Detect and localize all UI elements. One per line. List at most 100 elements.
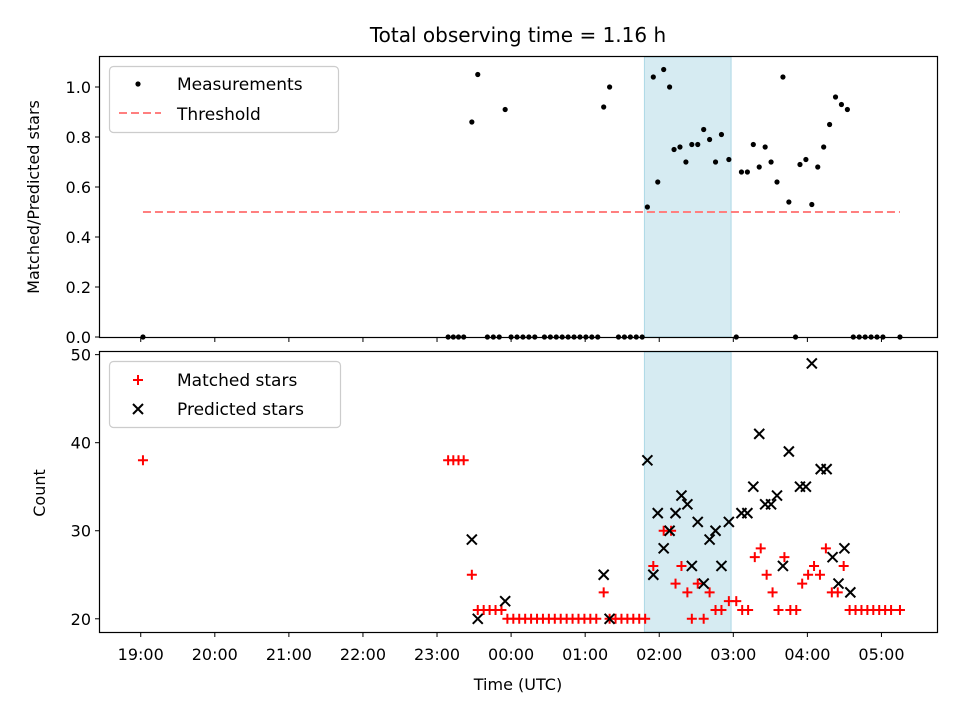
- bottom-panel: Count Time (UTC) 20 30 40 50 19:00 20:00 21:0…: [30, 346, 939, 694]
- measurement-point: [815, 164, 821, 170]
- predicted-star-point: [783, 445, 795, 458]
- x-tick-label: 00:00: [488, 645, 534, 664]
- matched-star-point: [716, 604, 727, 615]
- legend-predicted-label: Predicted stars: [177, 400, 304, 420]
- measurement-point: [744, 169, 750, 175]
- matched-star-point: [803, 569, 814, 580]
- legend-matched-marker: [133, 375, 143, 385]
- y-tick-label: 0.8: [66, 128, 91, 147]
- matched-star-point: [820, 543, 831, 554]
- x-tick-label: 05:00: [858, 645, 904, 664]
- y-tick-label: 50: [71, 346, 91, 365]
- predicted-stars-points: [466, 357, 857, 625]
- matched-star-point: [797, 578, 808, 589]
- top-legend-box: [108, 65, 340, 134]
- measurement-point: [738, 169, 745, 175]
- measurement-point: [712, 159, 719, 165]
- measurement-point: [707, 136, 713, 143]
- measurement-point: [475, 71, 481, 78]
- predicted-star-point: [472, 613, 484, 625]
- matched-star-point: [496, 604, 507, 615]
- top-legend: Measurements Threshold: [108, 65, 340, 134]
- predicted-star-point: [800, 481, 812, 493]
- measurement-point: [786, 199, 792, 205]
- y-tick-label: 1.0: [66, 78, 91, 97]
- y-tick-label: 30: [71, 522, 91, 541]
- highlight-span-rect: [643, 351, 732, 633]
- bottom-legend-box: [108, 360, 342, 429]
- matched-star-point: [670, 578, 681, 589]
- predicted-star-point: [838, 542, 851, 555]
- top-panel-frame: [98, 55, 939, 339]
- measurement-point: [601, 104, 607, 110]
- measurement-point: [844, 106, 850, 113]
- measurement-point: [695, 141, 701, 148]
- legend-predicted-marker: [132, 403, 144, 415]
- matched-star-point: [591, 613, 602, 624]
- predicted-star-point: [675, 489, 688, 502]
- matched-star-point: [676, 560, 687, 571]
- predicted-star-point: [777, 560, 789, 572]
- top-panel-title: Total observing time = 1.16 h: [369, 23, 666, 47]
- measurement-point: [756, 164, 762, 170]
- predicted-star-point: [826, 551, 839, 563]
- measurement-point: [832, 94, 839, 100]
- measurement-point: [797, 161, 803, 168]
- predicted-star-point: [753, 428, 765, 440]
- measurement-point: [821, 144, 827, 150]
- top-panel-ylabel: Matched/Predicted stars: [24, 100, 43, 294]
- matched-star-point: [458, 455, 469, 466]
- x-tick-label: 03:00: [710, 645, 756, 664]
- bottom-x-ticks: 19:00 20:00 21:00 22:00 23:00 00:00 01:00 02:00…: [118, 632, 905, 664]
- predicted-star-point: [723, 516, 735, 528]
- x-tick-label: 22:00: [340, 645, 386, 664]
- measurement-point: [718, 131, 725, 138]
- y-tick-label: 0.6: [66, 178, 91, 197]
- top-highlight-span: [643, 56, 732, 338]
- predicted-star-point: [806, 357, 818, 370]
- predicted-star-point: [681, 498, 694, 511]
- matched-star-point: [894, 604, 905, 615]
- predicted-star-point: [663, 525, 676, 537]
- predicted-star-point: [820, 463, 833, 475]
- measurement-point: [768, 159, 774, 165]
- measurement-point: [661, 66, 667, 73]
- predicted-star-point: [657, 542, 670, 555]
- y-tick-label: 40: [71, 434, 91, 453]
- measurement-point: [689, 141, 695, 148]
- predicted-star-point: [686, 560, 698, 572]
- measurement-point: [607, 84, 613, 90]
- predicted-star-point: [697, 577, 710, 590]
- matched-stars-points: [137, 455, 905, 624]
- predicted-star-point: [647, 569, 660, 581]
- legend-measurements-marker: [135, 81, 141, 87]
- measurement-point: [750, 141, 756, 148]
- measurement-point: [667, 84, 673, 90]
- measurement-point: [826, 121, 833, 128]
- matched-star-point: [755, 543, 766, 554]
- matched-star-point: [761, 569, 772, 580]
- predicted-star-point: [499, 595, 511, 607]
- matched-star-point: [666, 525, 677, 536]
- matched-star-point: [779, 552, 790, 563]
- measurement-point: [644, 204, 650, 210]
- predicted-star-point: [641, 454, 654, 467]
- legend-threshold-label: Threshold: [176, 105, 261, 125]
- matched-star-point: [137, 455, 148, 466]
- measurement-points: [140, 66, 903, 340]
- y-tick-label: 0.4: [66, 228, 91, 247]
- measurement-point: [809, 201, 815, 208]
- measurement-point: [838, 101, 845, 108]
- matched-star-point: [749, 552, 760, 563]
- matched-star-point: [832, 587, 843, 598]
- matched-star-point: [838, 560, 849, 571]
- bottom-panel-frame: [98, 350, 939, 634]
- bottom-legend: Matched stars Predicted stars: [108, 360, 342, 429]
- matched-star-point: [743, 604, 754, 615]
- predicted-star-point: [715, 560, 728, 572]
- measurement-point: [671, 146, 677, 153]
- bottom-panel-ylabel: Count: [30, 469, 49, 517]
- top-panel: Total observing time = 1.16 h Matched/Pr…: [24, 23, 939, 347]
- matched-star-point: [648, 560, 659, 571]
